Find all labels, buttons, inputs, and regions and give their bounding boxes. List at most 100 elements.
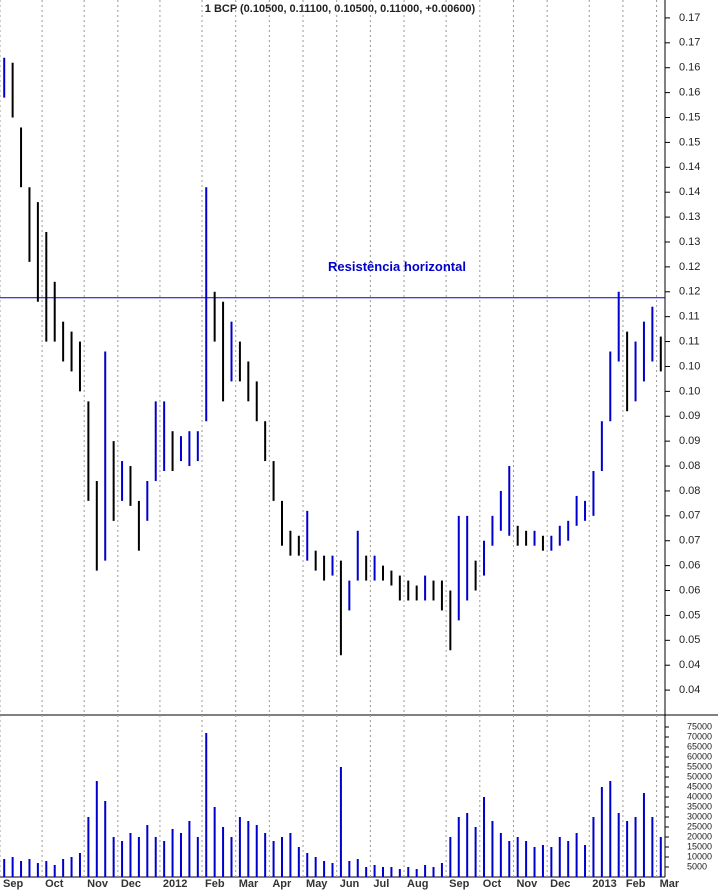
x-tick-label: Mar (660, 878, 680, 890)
y-tick-label: 0.17 (679, 12, 700, 24)
volume-bar (592, 817, 595, 877)
volume-bar (382, 867, 385, 877)
chart-title: 1 BCP (0.10500, 0.11100, 0.10500, 0.1100… (205, 3, 476, 15)
y-tick-label: 0.15 (679, 111, 700, 123)
x-tick-label: Oct (483, 878, 502, 890)
y-tick-label: 0.05 (679, 609, 700, 621)
y-tick-label: 0.14 (679, 186, 700, 198)
annotation-label: Resistência horizontal (328, 259, 466, 274)
y-tick-label: 0.10 (679, 360, 700, 372)
y-tick-label: 0.08 (679, 460, 700, 472)
volume-bar (331, 863, 334, 877)
volume-bar (163, 841, 166, 877)
volume-bar (213, 807, 216, 877)
volume-bar (289, 833, 292, 877)
volume-tick-label: 20000 (687, 831, 712, 841)
volume-bar (280, 837, 283, 877)
x-tick-label: Nov (87, 878, 109, 890)
volume-bar (11, 857, 14, 877)
y-tick-label: 0.06 (679, 584, 700, 596)
volume-bar (146, 825, 149, 877)
y-tick-label: 0.07 (679, 535, 700, 547)
y-tick-label: 0.09 (679, 435, 700, 447)
y-tick-label: 0.04 (679, 684, 700, 696)
volume-bar (499, 833, 502, 877)
volume-bar (415, 869, 418, 877)
volume-tick-label: 60000 (687, 751, 712, 761)
y-tick-label: 0.04 (679, 659, 700, 671)
volume-bar (171, 829, 174, 877)
volume-bar (457, 817, 460, 877)
volume-bar (222, 827, 225, 877)
volume-bar (508, 841, 511, 877)
y-tick-label: 0.12 (679, 286, 700, 298)
volume-bar (104, 801, 107, 877)
volume-bar (651, 817, 654, 877)
volume-bar (45, 861, 48, 877)
volume-bar (356, 859, 359, 877)
volume-bar (567, 841, 570, 877)
volume-bar (466, 813, 469, 877)
y-tick-label: 0.13 (679, 211, 700, 223)
volume-bar (373, 865, 376, 877)
volume-bar (609, 781, 612, 877)
x-tick-label: Dec (121, 878, 141, 890)
x-tick-label: Jul (373, 878, 389, 890)
volume-bar (634, 817, 637, 877)
volume-bar (230, 837, 233, 877)
volume-bar (255, 825, 258, 877)
x-tick-label: May (306, 878, 328, 890)
volume-bar (550, 847, 553, 877)
volume-bar (626, 821, 629, 877)
volume-bar (449, 837, 452, 877)
volume-bar (541, 845, 544, 877)
volume-tick-label: 25000 (687, 821, 712, 831)
y-tick-label: 0.06 (679, 560, 700, 572)
volume-bar (78, 853, 81, 877)
volume-bar (558, 837, 561, 877)
volume-bar (617, 813, 620, 877)
x-tick-label: Jun (340, 878, 360, 890)
volume-tick-label: 5000 (687, 861, 707, 871)
volume-bar (659, 837, 662, 877)
y-tick-label: 0.12 (679, 261, 700, 273)
volume-bar (112, 837, 115, 877)
x-tick-label: Sep (449, 878, 469, 890)
volume-bar (179, 833, 182, 877)
volume-bar (314, 857, 317, 877)
x-tick-label: Aug (407, 878, 428, 890)
volume-tick-label: 40000 (687, 791, 712, 801)
x-tick-label: Feb (626, 878, 646, 890)
volume-bar (516, 837, 519, 877)
x-tick-label: Mar (239, 878, 259, 890)
volume-tick-label: 30000 (687, 811, 712, 821)
volume-bar (575, 833, 578, 877)
volume-bar (95, 781, 98, 877)
volume-tick-label: 70000 (687, 731, 712, 741)
volume-bar (272, 841, 275, 877)
volume-bar (323, 861, 326, 877)
volume-bar (297, 847, 300, 877)
volume-bar (188, 821, 191, 877)
volume-bar (137, 837, 140, 877)
volume-bar (642, 793, 645, 877)
y-tick-label: 0.16 (679, 87, 700, 99)
volume-bar (339, 767, 342, 877)
y-tick-label: 0.08 (679, 485, 700, 497)
volume-tick-label: 55000 (687, 761, 712, 771)
y-tick-label: 0.16 (679, 62, 700, 74)
volume-bar (247, 821, 250, 877)
volume-bar (348, 861, 351, 877)
volume-bar (20, 861, 23, 877)
volume-tick-label: 15000 (687, 841, 712, 851)
volume-bar (129, 833, 132, 877)
y-tick-label: 0.07 (679, 510, 700, 522)
volume-bar (600, 787, 603, 877)
volume-bar (306, 853, 309, 877)
plot-area (0, 0, 665, 877)
y-tick-label: 0.09 (679, 410, 700, 422)
volume-bar (53, 865, 56, 877)
x-tick-label: 2013 (592, 878, 616, 890)
volume-bar (36, 863, 39, 877)
volume-tick-label: 75000 (687, 721, 712, 731)
